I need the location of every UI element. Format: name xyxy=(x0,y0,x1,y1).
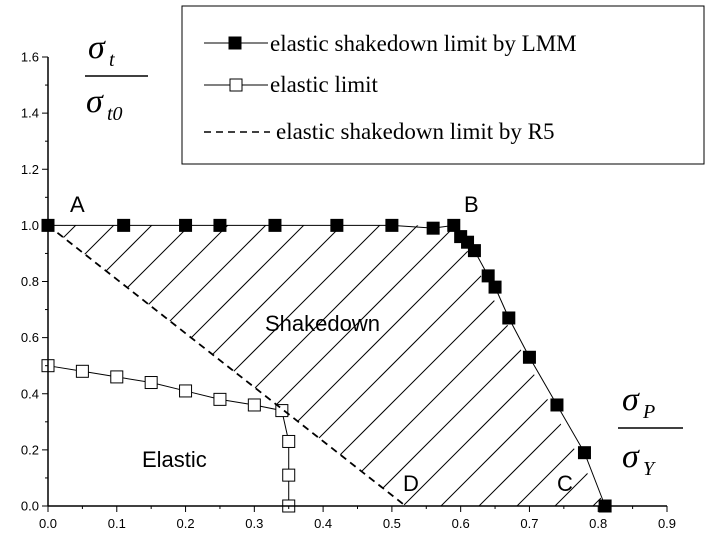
y-axis-label: σ t σ t0 xyxy=(85,29,148,125)
data-point xyxy=(488,280,502,294)
data-point xyxy=(213,392,227,406)
y-label-numerator-sub: t xyxy=(109,49,115,71)
hatch-line xyxy=(48,225,454,506)
data-point xyxy=(385,218,399,232)
legend-box xyxy=(181,5,705,165)
data-point xyxy=(502,311,516,325)
point-a-label: A xyxy=(70,192,85,217)
x-tick-label: 0.8 xyxy=(589,516,607,531)
hatch-line xyxy=(48,225,492,506)
shakedown-region-label: Shakedown xyxy=(265,311,380,336)
x-tick-labels: 0.0 0.1 0.2 0.3 0.4 0.5 0.6 0.7 0.8 0.9 xyxy=(39,516,676,531)
series-2 xyxy=(47,224,407,507)
y-tick-label: 1.6 xyxy=(21,50,39,65)
data-point xyxy=(179,218,193,232)
y-label-denominator: σ xyxy=(86,83,104,120)
data-point xyxy=(247,398,261,412)
hatch-line xyxy=(48,225,112,506)
elastic-region-label: Elastic xyxy=(142,447,207,472)
x-label-denominator-sub: Y xyxy=(643,458,656,480)
series-line xyxy=(47,224,407,507)
x-tick-label: 0.6 xyxy=(452,516,470,531)
y-tick-label: 0.8 xyxy=(21,274,39,289)
hatch-line xyxy=(439,225,606,506)
data-point xyxy=(282,434,296,448)
x-tick-label: 0.2 xyxy=(177,516,195,531)
y-label-denominator-sub: t0 xyxy=(107,103,123,125)
data-point xyxy=(522,350,536,364)
data-point xyxy=(179,384,193,398)
hatch-line xyxy=(477,225,606,506)
y-tick-label: 1.2 xyxy=(21,162,39,177)
legend: elastic shakedown limit by LMM elastic l… xyxy=(181,5,705,165)
series-1 xyxy=(41,359,296,513)
data-point xyxy=(144,376,158,390)
hatch-line xyxy=(48,225,74,506)
hatch-line xyxy=(48,225,150,506)
axes xyxy=(42,56,668,512)
legend-marker-elastic xyxy=(229,78,243,92)
data-point xyxy=(75,364,89,378)
series-line xyxy=(47,365,290,506)
hatch-line xyxy=(363,225,606,506)
x-tick-label: 0.1 xyxy=(108,516,126,531)
data-point xyxy=(282,468,296,482)
hatch-line xyxy=(0,0,35,545)
data-point xyxy=(117,218,131,232)
data-point xyxy=(481,269,495,283)
x-label-numerator: σ xyxy=(622,381,640,418)
x-tick-label: 0.4 xyxy=(314,516,332,531)
data-point xyxy=(213,218,227,232)
point-d-label: D xyxy=(403,471,419,496)
data-point xyxy=(550,398,564,412)
hatch-line xyxy=(401,225,606,506)
x-tick-label: 0.3 xyxy=(245,516,263,531)
x-tick-label: 0.7 xyxy=(520,516,538,531)
x-tick-label: 0.0 xyxy=(39,516,57,531)
y-tick-label: 1.4 xyxy=(21,106,39,121)
x-tick-label: 0.5 xyxy=(383,516,401,531)
y-tick-label: 0.2 xyxy=(21,442,39,457)
x-label-numerator-sub: P xyxy=(642,401,655,423)
legend-label-r5: elastic shakedown limit by R5 xyxy=(276,119,555,144)
y-label-numerator: σ xyxy=(88,29,106,66)
data-point xyxy=(426,221,440,235)
y-tick-label: 0.0 xyxy=(21,499,39,514)
data-point xyxy=(330,218,344,232)
data-point xyxy=(447,218,461,232)
y-tick-labels: 0.0 0.2 0.4 0.6 0.8 1.0 1.2 1.4 1.6 xyxy=(21,50,39,514)
legend-marker-lmm xyxy=(228,36,242,50)
y-tick-label: 1.0 xyxy=(21,218,39,233)
data-point xyxy=(467,244,481,258)
y-tick-label: 0.6 xyxy=(21,330,39,345)
data-point xyxy=(577,446,591,460)
legend-label-elastic: elastic limit xyxy=(270,72,379,97)
series-0 xyxy=(41,218,612,513)
series-layer xyxy=(41,218,612,513)
x-tick-label: 0.9 xyxy=(658,516,676,531)
data-point xyxy=(268,218,282,232)
y-tick-label: 0.4 xyxy=(21,386,39,401)
point-b-label: B xyxy=(464,192,479,217)
legend-label-lmm: elastic shakedown limit by LMM xyxy=(270,31,577,56)
point-c-label: C xyxy=(557,471,573,496)
hatch-line xyxy=(48,225,416,506)
data-point xyxy=(110,370,124,384)
x-axis-label: σ P σ Y xyxy=(618,381,683,480)
x-label-denominator: σ xyxy=(622,438,640,475)
